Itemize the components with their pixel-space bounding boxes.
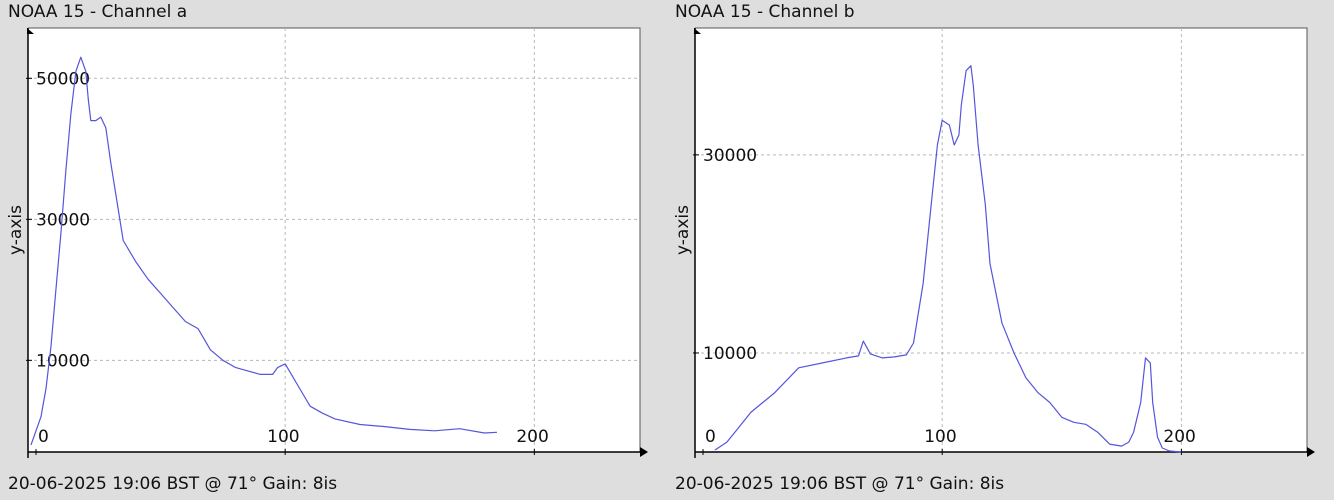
y-tick-label: 10000 — [703, 344, 757, 364]
panel-footer-status: 20-06-2025 19:06 BST @ 71° Gain: 8is — [675, 474, 1005, 494]
plot-area — [695, 28, 1307, 452]
series-line — [30, 56, 498, 446]
x-tick-label: 100 — [924, 427, 956, 447]
plot-area — [28, 28, 640, 452]
x-tick-label: 0 — [705, 427, 716, 447]
x-tick-label: 0 — [38, 427, 49, 447]
channel-a-panel: NOAA 15 - Channel a 0 100 200 10000 30000 500… — [6, 2, 648, 494]
series-line — [714, 65, 1182, 453]
plot-frame — [695, 27, 1308, 452]
y-tick-label: 10000 — [36, 351, 90, 371]
channel-b-chart: 0 100 200 10000 30000 y-axis — [673, 27, 1315, 458]
y-axis-title: y-axis — [673, 205, 693, 255]
plot-frame — [28, 27, 641, 452]
x-tick-label: 100 — [267, 427, 299, 447]
panel-footer-status: 20-06-2025 19:06 BST @ 71° Gain: 8is — [8, 474, 338, 494]
y-tick-label: 30000 — [703, 146, 757, 166]
panel-title: NOAA 15 - Channel a — [8, 2, 188, 22]
y-tick-label: 50000 — [36, 69, 90, 89]
x-tick-label: 200 — [516, 427, 548, 447]
y-axis-arrow-icon — [27, 28, 34, 34]
y-axis-title: y-axis — [6, 205, 26, 255]
y-axis-arrow-icon — [694, 28, 701, 34]
panel-title: NOAA 15 - Channel b — [675, 2, 855, 22]
x-axis-arrow-icon — [1307, 447, 1315, 457]
x-axis-arrow-icon — [640, 447, 648, 457]
channel-a-chart: 0 100 200 10000 30000 50000 y-axis — [6, 27, 648, 458]
y-tick-label: 30000 — [36, 210, 90, 230]
channel-b-panel: NOAA 15 - Channel b 0 100 200 10000 30000 y-a… — [667, 0, 1334, 500]
x-tick-label: 200 — [1163, 427, 1195, 447]
